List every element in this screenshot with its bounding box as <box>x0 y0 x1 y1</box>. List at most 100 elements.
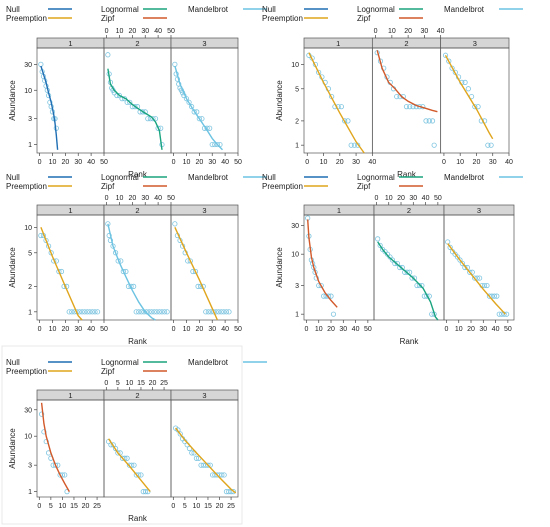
data-point <box>205 309 211 315</box>
x-tick-label: 30 <box>479 326 487 333</box>
legend-label-zipf: Zipf <box>101 182 115 191</box>
x-tick-label: 0 <box>105 195 109 202</box>
legend-label-mandelbrot: Mandelbrot <box>188 173 229 182</box>
panel-1: 10 10 20 30 40 50 <box>36 37 108 166</box>
panel-frame <box>103 399 172 498</box>
fit-line-null <box>40 65 59 150</box>
data-point <box>112 250 119 256</box>
data-point <box>138 472 144 478</box>
panel-strip-label: 2 <box>404 39 408 48</box>
data-point <box>221 472 227 478</box>
legend-label-null: Null <box>6 358 20 367</box>
x-tick-label: 5 <box>116 380 120 387</box>
panel-strip-label: 1 <box>68 206 72 215</box>
data-point <box>230 489 236 495</box>
data-point <box>321 293 327 299</box>
x-tick-label: 50 <box>100 159 108 166</box>
x-axis-label: Rank <box>128 337 148 346</box>
x-tick-label: 0 <box>445 326 449 333</box>
data-point <box>389 257 396 263</box>
panel-3: 30 10 20 30 40 50 <box>170 204 242 333</box>
y-tick-label: 30 <box>24 62 32 69</box>
y-tick-label: 3 <box>295 283 299 290</box>
data-point <box>429 118 436 124</box>
legend-label-null: Null <box>262 5 276 14</box>
data-point <box>330 311 337 317</box>
data-point <box>394 260 400 267</box>
x-tick-label: 15 <box>137 380 145 387</box>
data-point <box>195 283 201 289</box>
legend-label-null: Null <box>6 173 20 182</box>
x-tick-label: 40 <box>221 326 229 333</box>
fit-line-zipf <box>307 219 338 308</box>
x-tick-label: 10 <box>183 326 191 333</box>
x-tick-label: 30 <box>489 159 497 166</box>
x-tick-label: 40 <box>437 28 445 35</box>
data-point <box>38 61 44 67</box>
data-point <box>146 309 152 315</box>
data-point <box>459 260 466 267</box>
legend-label-preemption: Preemption <box>262 14 303 23</box>
data-point <box>183 96 190 102</box>
fit-line-zipf <box>376 50 438 113</box>
data-point <box>94 309 101 315</box>
legend-label-preemption: Preemption <box>6 14 47 23</box>
data-point <box>221 309 227 315</box>
x-tick-label: 50 <box>234 159 242 166</box>
x-tick-label: 40 <box>422 195 430 202</box>
data-point <box>338 104 345 110</box>
data-point <box>207 125 213 131</box>
x-tick-label: 10 <box>385 195 393 202</box>
x-tick-label: 40 <box>221 159 229 166</box>
data-point <box>465 86 471 92</box>
data-point <box>414 282 420 289</box>
x-tick-label: 50 <box>234 326 242 333</box>
data-point <box>214 141 220 148</box>
data-point <box>203 309 209 315</box>
x-tick-label: 15 <box>204 503 212 510</box>
fit-line-lognormal <box>107 68 163 150</box>
x-tick-label: 20 <box>149 380 157 387</box>
x-tick-label: 40 <box>368 159 376 166</box>
y-tick-label: 30 <box>291 223 299 230</box>
data-point <box>485 142 491 148</box>
data-point <box>484 282 490 289</box>
x-axis-label: Rank <box>397 170 417 179</box>
y-tick-label: 3 <box>28 463 32 470</box>
data-point <box>345 118 351 124</box>
legend-label-mandelbrot: Mandelbrot <box>444 173 485 182</box>
x-tick-label: 10 <box>49 326 57 333</box>
x-tick-label: 20 <box>82 503 90 510</box>
x-axis-label: Rank <box>128 170 148 179</box>
panel-strip-label: 1 <box>336 39 340 48</box>
data-point <box>394 93 400 100</box>
legend-label-lognormal: Lognormal <box>101 173 139 182</box>
legend-label-null: Null <box>6 5 20 14</box>
data-point <box>445 239 451 245</box>
x-tick-label: 30 <box>74 159 82 166</box>
data-point <box>172 61 178 67</box>
panel-1: 10 10 20 30 40 50 <box>303 204 375 333</box>
x-tick-label: 0 <box>305 326 309 333</box>
x-tick-label: 20 <box>195 326 203 333</box>
legend-label-lognormal: Lognormal <box>357 5 395 14</box>
x-tick-label: 30 <box>409 195 417 202</box>
data-point <box>348 142 354 148</box>
x-tick-label: 20 <box>216 503 224 510</box>
data-point <box>155 125 161 131</box>
figure-border <box>1 345 243 525</box>
data-point <box>138 309 144 315</box>
data-point <box>92 309 98 315</box>
panel-3: 30 10 20 30 40 50 <box>170 37 242 166</box>
panel-strip-label: 3 <box>202 391 206 400</box>
fit-line-preemption <box>174 227 219 321</box>
data-point <box>223 309 230 315</box>
data-point <box>62 472 68 478</box>
data-point <box>426 118 432 124</box>
panel-1: 10 10 20 30 40 50 <box>36 204 108 333</box>
